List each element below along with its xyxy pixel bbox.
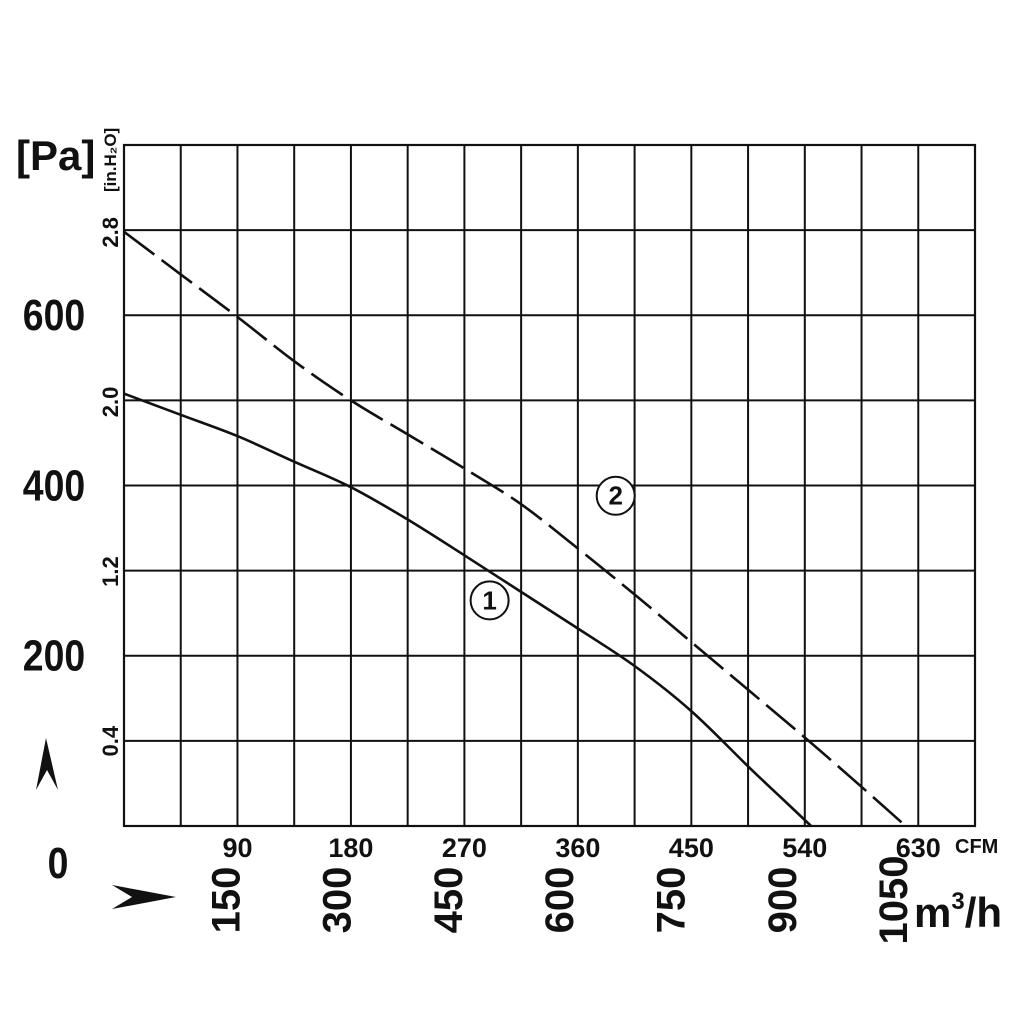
y-tick-inh2o: 0.4 — [98, 725, 123, 756]
y-tick-pa: 400 — [23, 461, 85, 511]
chart-grid — [122, 143, 977, 828]
unit-m: m — [914, 889, 951, 936]
curve-2 — [123, 230, 907, 827]
x-tick-cfm: 270 — [442, 833, 487, 863]
x-axis-unit-m3h: m3/h — [914, 888, 1002, 936]
unit-superscript: 3 — [951, 888, 964, 915]
marker-circle — [595, 475, 636, 516]
x-tick-m3h: 1050 — [872, 856, 916, 945]
y-tick-inh2o: 2.0 — [98, 387, 123, 418]
x-tick-cfm: 450 — [669, 833, 714, 863]
curve-1 — [123, 392, 813, 827]
x-tick-cfm: 540 — [782, 833, 827, 863]
y-tick-pa: 200 — [23, 631, 85, 681]
x-tick-m3h: 450 — [427, 867, 471, 934]
curves — [123, 230, 907, 827]
plot-frame — [122, 143, 977, 828]
marker-label: 2 — [608, 481, 622, 511]
marker-circle — [469, 580, 510, 621]
y-tick-inh2o: 1.2 — [98, 556, 123, 587]
y-axis-arrow-icon — [36, 738, 58, 790]
x-tick-m3h: 750 — [650, 867, 694, 934]
x-tick-cfm: 630 — [896, 833, 941, 863]
x-tick-m3h: 900 — [761, 867, 805, 934]
axis-ticks: 0 200 400 600 0.4 1.2 2.0 2.8 90 180 270 360 450 540 6… — [23, 217, 941, 944]
x-tick-m3h: 150 — [204, 867, 248, 934]
curve-marker-2: 2 — [595, 475, 636, 516]
unit-per-hour: /h — [965, 889, 1002, 936]
curve-markers: 12 — [469, 475, 636, 621]
y-tick-pa: 0 — [48, 838, 69, 888]
x-axis-unit-cfm: CFM — [955, 836, 998, 858]
x-tick-cfm: 360 — [555, 833, 600, 863]
x-axis-arrow-icon — [112, 885, 176, 909]
x-tick-m3h: 300 — [316, 867, 360, 934]
marker-label: 1 — [482, 585, 496, 615]
y-axis-unit-pa: [Pa] — [16, 132, 95, 179]
x-tick-cfm: 90 — [222, 833, 252, 863]
y-axis-unit-inh2o: [in.H₂O] — [101, 128, 120, 192]
x-tick-cfm: 180 — [328, 833, 373, 863]
y-tick-pa: 600 — [23, 290, 85, 340]
y-tick-inh2o: 2.8 — [98, 217, 123, 248]
curve-marker-1: 1 — [469, 580, 510, 621]
x-tick-m3h: 600 — [538, 867, 582, 934]
